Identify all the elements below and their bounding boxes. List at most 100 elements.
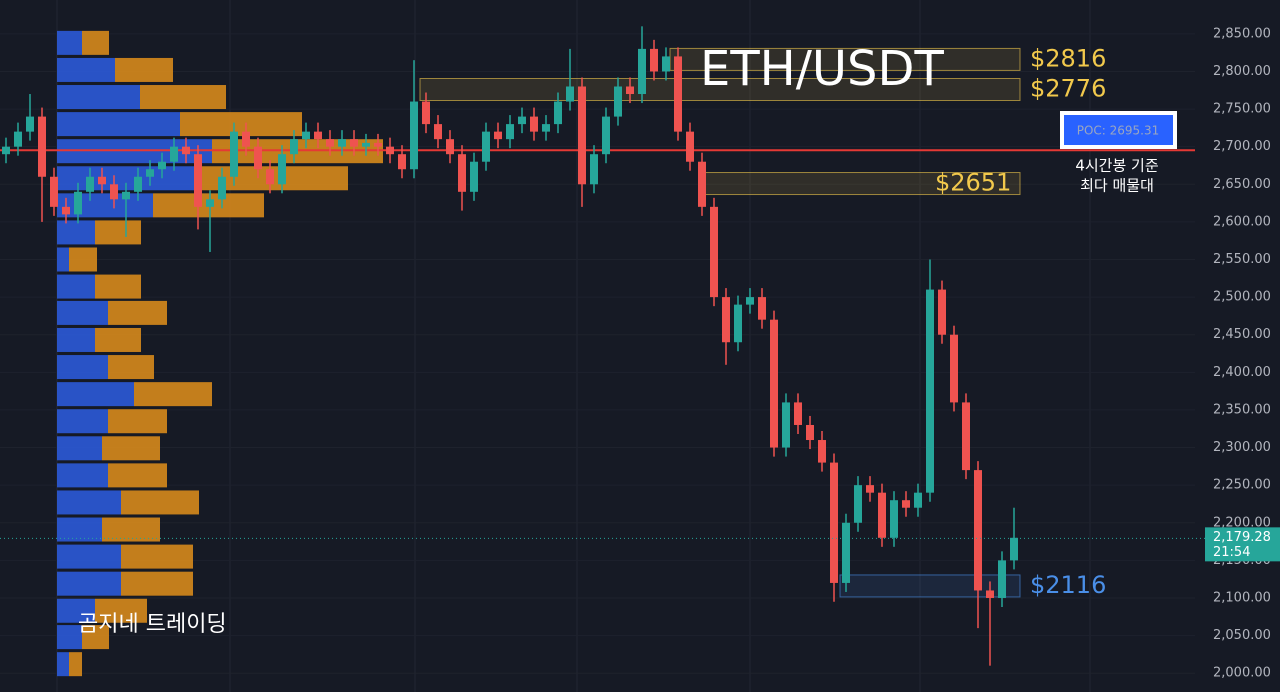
level-label: $2816 — [1030, 44, 1106, 72]
candle-body — [662, 56, 670, 72]
candle-body — [566, 86, 574, 102]
profile-buy — [57, 274, 95, 299]
level-label: $2116 — [1030, 571, 1106, 599]
y-tick-label: 2,350.00 — [1213, 402, 1271, 417]
candle-body — [842, 522, 850, 583]
candle-body — [386, 146, 394, 155]
candle-body — [950, 334, 958, 403]
y-tick-label: 2,000.00 — [1213, 666, 1271, 681]
candle-body — [806, 424, 814, 441]
profile-buy — [57, 409, 108, 434]
profile-sell — [95, 598, 147, 623]
candle-body — [170, 146, 178, 162]
candle-body — [494, 131, 502, 140]
candle-body — [734, 304, 742, 343]
profile-buy — [57, 571, 121, 596]
candle-body — [1010, 537, 1018, 561]
profile-buy — [57, 544, 121, 569]
candle-body — [554, 101, 562, 125]
profile-sell — [95, 274, 141, 299]
profile-buy — [57, 463, 108, 488]
profile-sell — [82, 625, 109, 650]
last-price-box — [1205, 527, 1280, 562]
profile-sell — [108, 355, 154, 380]
y-tick-label: 2,400.00 — [1213, 365, 1271, 380]
note: 4시간봉 기준 — [1075, 157, 1159, 175]
profile-buy — [57, 382, 134, 407]
y-tick-label: 2,850.00 — [1213, 26, 1271, 41]
candle-body — [878, 492, 886, 538]
candle-body — [470, 161, 478, 192]
y-tick-label: 2,250.00 — [1213, 478, 1271, 493]
candle-body — [62, 206, 70, 215]
y-tick-label: 2,700.00 — [1213, 139, 1271, 154]
candle-body — [122, 191, 130, 200]
candle-body — [542, 124, 550, 132]
profile-sell — [180, 112, 302, 137]
watermark: 곰지네 트레이딩 — [78, 612, 227, 637]
candle-body — [482, 131, 490, 162]
candle-body — [110, 184, 118, 200]
profile-buy — [57, 517, 102, 542]
candle-body — [14, 131, 22, 147]
profile-sell — [82, 30, 109, 55]
candle-body — [2, 146, 10, 155]
profile-buy — [57, 112, 180, 137]
profile-sell — [102, 517, 160, 542]
candle-body — [158, 161, 166, 170]
candle-body — [362, 142, 370, 147]
candle-body — [410, 101, 418, 170]
candle-body — [770, 319, 778, 448]
y-tick-label: 2,100.00 — [1213, 590, 1271, 605]
candle-body — [218, 176, 226, 200]
candle-body — [314, 131, 322, 140]
countdown: 21:54 — [1213, 545, 1250, 560]
candle-body — [614, 86, 622, 117]
candle-body — [902, 500, 910, 508]
y-tick-label: 2,300.00 — [1213, 440, 1271, 455]
y-tick-label: 2,550.00 — [1213, 252, 1271, 267]
y-tick-label: 2,650.00 — [1213, 177, 1271, 192]
level-label: $2651 — [935, 169, 1011, 197]
profile-buy — [57, 355, 108, 380]
profile-sell — [95, 327, 141, 352]
candle-body — [998, 560, 1006, 598]
candle-body — [206, 199, 214, 207]
candle-body — [722, 297, 730, 343]
profile-buy — [57, 598, 95, 623]
profile-sell — [69, 247, 97, 272]
profile-buy — [57, 30, 82, 55]
candle-body — [686, 131, 694, 162]
candle-body — [986, 590, 994, 598]
candle-body — [338, 139, 346, 147]
candle-body — [518, 116, 526, 125]
chart-title: ETH/USDT — [700, 41, 944, 97]
candle-body — [74, 191, 82, 215]
candle-body — [674, 56, 682, 132]
candle-body — [830, 462, 838, 583]
candle-body — [290, 139, 298, 155]
candle-body — [86, 176, 94, 192]
candle-body — [446, 139, 454, 155]
profile-buy — [57, 652, 69, 677]
y-tick-label: 2,750.00 — [1213, 102, 1271, 117]
y-tick-label: 2,050.00 — [1213, 628, 1271, 643]
y-tick-label: 2,800.00 — [1213, 64, 1271, 79]
poc-label: POC: 2695.31 — [1077, 124, 1160, 138]
candle-body — [398, 154, 406, 170]
profile-buy — [57, 625, 82, 650]
profile-buy — [57, 327, 95, 352]
price-axis — [1195, 0, 1280, 692]
candle-body — [758, 297, 766, 320]
candle-body — [914, 492, 922, 508]
candle-body — [146, 169, 154, 177]
candle-body — [710, 206, 718, 298]
profile-sell — [108, 463, 167, 488]
candle-body — [434, 124, 442, 140]
poc-box — [1060, 111, 1177, 149]
profile-sell — [115, 57, 173, 82]
last-price-label: 2,179.28 — [1213, 530, 1271, 545]
y-tick-label: 2,200.00 — [1213, 515, 1271, 530]
candle-body — [818, 440, 826, 463]
